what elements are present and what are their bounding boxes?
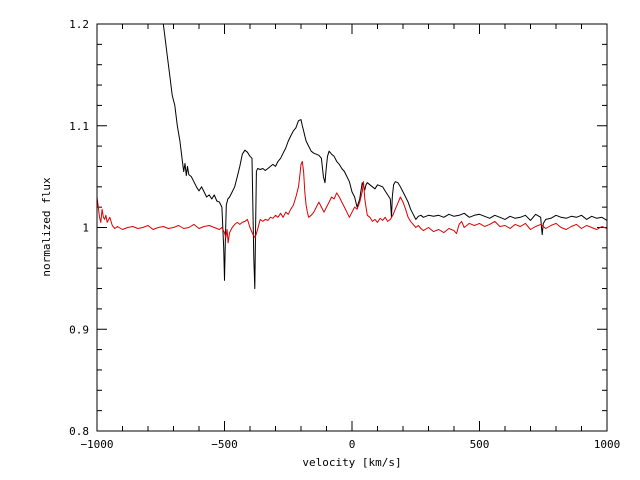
tick-labels: −1000 −500 0 500 1000 0.8 0.9 1 1.1 1.2 bbox=[69, 18, 620, 451]
series-lines bbox=[97, 24, 607, 290]
x-axis-label: velocity [km/s] bbox=[302, 456, 401, 469]
x-tick-label: 1000 bbox=[594, 438, 621, 451]
x-tick-label: 500 bbox=[470, 438, 490, 451]
series-line-black bbox=[162, 24, 607, 290]
y-tick-label: 0.9 bbox=[69, 323, 89, 336]
series-line-red bbox=[97, 160, 607, 244]
x-tick-label: −1000 bbox=[80, 438, 113, 451]
y-tick-label: 1 bbox=[82, 222, 89, 235]
y-tick-label: 1.1 bbox=[69, 120, 89, 133]
x-tick-label: 0 bbox=[349, 438, 356, 451]
x-tick-label: −500 bbox=[211, 438, 238, 451]
y-tick-label: 0.8 bbox=[69, 425, 89, 438]
y-tick-label: 1.2 bbox=[69, 18, 89, 31]
y-axis-label: normalized flux bbox=[40, 177, 53, 277]
plot-frame bbox=[96, 23, 608, 432]
